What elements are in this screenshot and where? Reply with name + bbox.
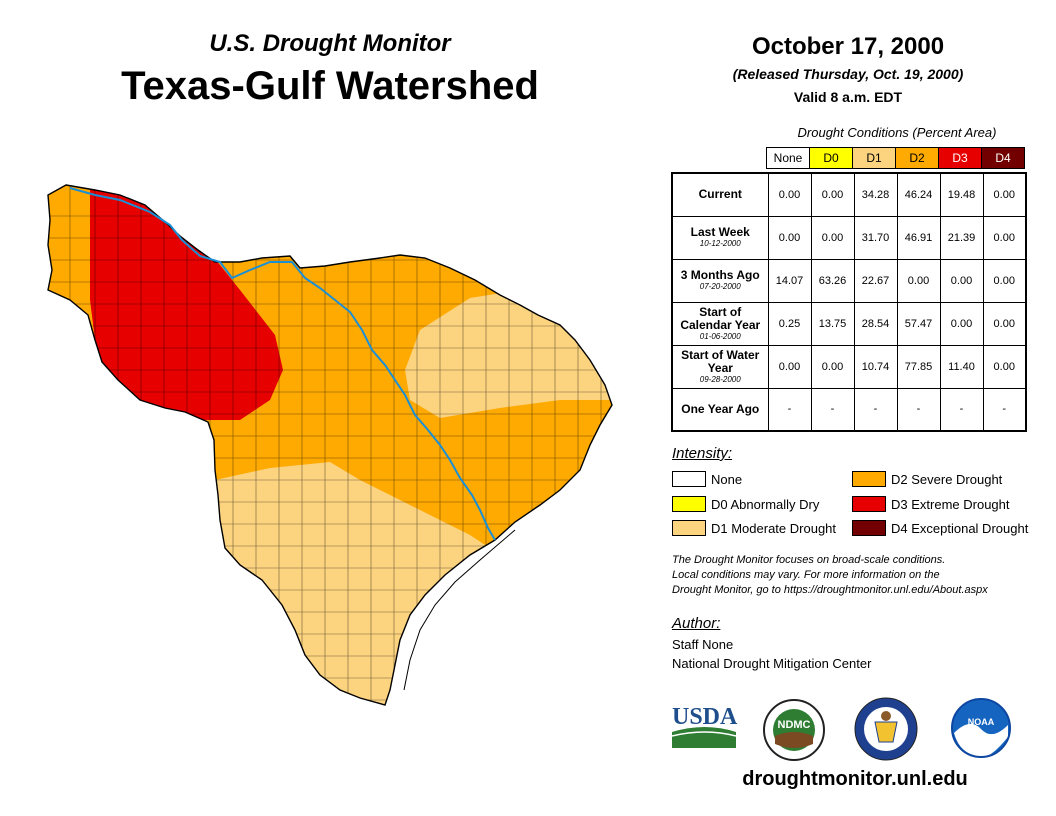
col-header-d2: D2	[895, 147, 939, 169]
table-cell: 0.00	[767, 215, 812, 260]
legend-swatch	[852, 520, 886, 536]
table-cell: 0.00	[767, 172, 812, 217]
watershed-outline	[47, 184, 613, 706]
table-cell: 0.00	[982, 344, 1027, 389]
table-row: Start of Water Year 09-28-2000 0.00 0.00 …	[671, 344, 1027, 389]
map-date: October 17, 2000	[751, 33, 945, 60]
row-label: 3 Months Ago 07-20-2000	[671, 258, 769, 303]
table-row: One Year Ago - - - - - -	[671, 387, 1027, 432]
table-cell: -	[939, 387, 984, 432]
author-organization: National Drought Mitigation Center	[672, 656, 872, 671]
col-header-d3: D3	[938, 147, 982, 169]
table-cell: -	[982, 387, 1027, 432]
legend-swatch	[852, 496, 886, 512]
table-cell: 0.00	[982, 172, 1027, 217]
table-cell: 14.07	[767, 258, 812, 303]
table-cell: 31.70	[853, 215, 898, 260]
table-cell: 22.67	[853, 258, 898, 303]
table-cell: 0.00	[939, 258, 984, 303]
svg-text:USDA: USDA	[672, 704, 738, 730]
table-row: Last Week 10-12-2000 0.00 0.00 31.70 46.9…	[671, 215, 1027, 260]
d3-zone-northwest	[90, 185, 283, 420]
website-link[interactable]: droughtmonitor.unl.edu	[742, 768, 968, 790]
table-cell: 11.40	[939, 344, 984, 389]
table-row: Start of Calendar Year 01-06-2000 0.25 13…	[671, 301, 1027, 346]
row-label: One Year Ago	[671, 387, 769, 432]
table-cell: 77.85	[896, 344, 941, 389]
legend-item-d4: D4 Exceptional Drought	[852, 520, 1028, 536]
table-header: None D0 D1 D2 D3 D4	[766, 147, 1025, 169]
table-cell: 28.54	[853, 301, 898, 346]
ndmc-logo: NDMC	[763, 699, 825, 761]
table-cell: 0.00	[810, 172, 855, 217]
table-cell: 0.00	[982, 215, 1027, 260]
drought-map	[47, 184, 613, 706]
table-cell: 0.00	[939, 301, 984, 346]
table-cell: 0.00	[982, 258, 1027, 303]
table-cell: 63.26	[810, 258, 855, 303]
disclaimer-note: The Drought Monitor focuses on broad-sca…	[672, 554, 988, 596]
river-line	[69, 187, 496, 541]
legend-item-d0: D0 Abnormally Dry	[672, 496, 819, 512]
commerce-seal-logo	[854, 697, 918, 761]
legend-swatch	[672, 496, 706, 512]
table-cell: -	[810, 387, 855, 432]
row-label: Current	[671, 172, 769, 217]
legend-item-none: None	[672, 471, 742, 487]
stats-table: Current 0.00 0.00 34.28 46.24 19.48 0.00…	[671, 172, 1027, 432]
map-subtitle: U.S. Drought Monitor	[209, 30, 451, 57]
col-header-none: None	[766, 147, 810, 169]
table-cell: -	[896, 387, 941, 432]
row-label: Last Week 10-12-2000	[671, 215, 769, 260]
table-cell: 0.00	[896, 258, 941, 303]
col-header-d0: D0	[809, 147, 853, 169]
usda-logo: USDA	[671, 704, 738, 748]
table-cell: 21.39	[939, 215, 984, 260]
legend-swatch	[672, 471, 706, 487]
table-cell: 13.75	[810, 301, 855, 346]
table-cell: 34.28	[853, 172, 898, 217]
table-cell: 46.91	[896, 215, 941, 260]
svg-text:NDMC: NDMC	[778, 719, 811, 731]
table-cell: 46.24	[896, 172, 941, 217]
map-title: Texas-Gulf Watershed	[121, 64, 539, 108]
noaa-logo: NOAA	[951, 698, 1011, 758]
table-cell: -	[767, 387, 812, 432]
table-row: 3 Months Ago 07-20-2000 14.07 63.26 22.67…	[671, 258, 1027, 303]
table-cell: 10.74	[853, 344, 898, 389]
table-row: Current 0.00 0.00 34.28 46.24 19.48 0.00	[671, 172, 1027, 217]
table-cell: -	[853, 387, 898, 432]
table-cell: 0.25	[767, 301, 812, 346]
svg-text:NOAA: NOAA	[968, 717, 995, 727]
col-header-d1: D1	[852, 147, 896, 169]
table-cell: 0.00	[982, 301, 1027, 346]
table-cell: 0.00	[767, 344, 812, 389]
row-label: Start of Water Year 09-28-2000	[671, 344, 769, 389]
legend-swatch	[852, 471, 886, 487]
table-cell: 0.00	[810, 344, 855, 389]
table-cell: 0.00	[810, 215, 855, 260]
row-label: Start of Calendar Year 01-06-2000	[671, 301, 769, 346]
table-cell: 57.47	[896, 301, 941, 346]
legend-item-d2: D2 Severe Drought	[852, 471, 1002, 487]
legend-swatch	[672, 520, 706, 536]
table-caption: Drought Conditions (Percent Area)	[797, 125, 997, 140]
coast-islands	[403, 529, 516, 691]
legend-item-d1: D1 Moderate Drought	[672, 520, 836, 536]
legend-title: Intensity:	[672, 445, 733, 462]
table-cell: 19.48	[939, 172, 984, 217]
legend-item-d3: D3 Extreme Drought	[852, 496, 1010, 512]
author-title: Author:	[672, 615, 721, 632]
author-name: Staff None	[672, 637, 734, 652]
col-header-d4: D4	[981, 147, 1025, 169]
valid-time: Valid 8 a.m. EDT	[793, 89, 903, 105]
release-date: (Released Thursday, Oct. 19, 2000)	[732, 66, 964, 82]
